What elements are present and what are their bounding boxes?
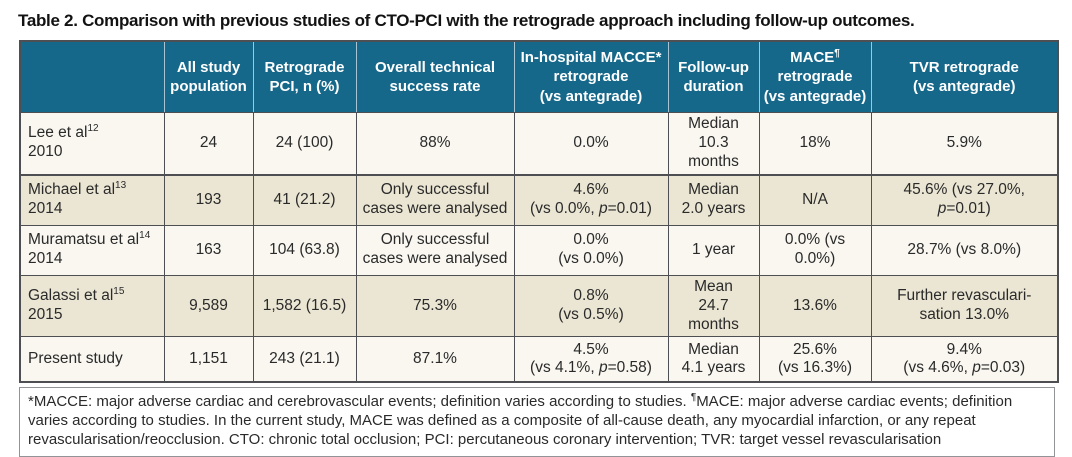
cell-follow-up-duration: Median 10.3 months: [667, 111, 760, 176]
header-follow-up-duration: Follow-up duration: [668, 41, 760, 113]
header-mace: MACE¶ retrograde (vs antegrade): [759, 41, 872, 113]
cell-in-hospital-macce: 0.8% (vs 0.5%): [513, 274, 669, 338]
cell-retrograde-pci: 1,582 (16.5): [252, 274, 357, 338]
cell-all-study-population: 163: [163, 224, 254, 276]
table-row-present-study: Present study 1,151 243 (21.1) 87.1% 4.5…: [19, 336, 1059, 383]
cell-in-hospital-macce: 0.0% (vs 0.0%): [513, 224, 669, 276]
cell-follow-up-duration: Mean 24.7 months: [667, 274, 760, 338]
cell-all-study-population: 24: [163, 111, 254, 176]
cell-study: Muramatsu et al14 2014: [19, 224, 165, 276]
cell-retrograde-pci: 104 (63.8): [252, 224, 357, 276]
cell-tvr: 9.4% (vs 4.6%, p=0.03): [870, 336, 1059, 383]
cell-technical-success: 75.3%: [355, 274, 515, 338]
cell-study: Galassi et al15 2015: [19, 274, 165, 338]
cell-all-study-population: 1,151: [163, 336, 254, 383]
cell-mace: 13.6%: [758, 274, 872, 338]
header-all-study-population: All study population: [164, 41, 254, 113]
cell-tvr: 28.7% (vs 8.0%): [870, 224, 1059, 276]
cell-retrograde-pci: 24 (100): [252, 111, 357, 176]
cell-retrograde-pci: 41 (21.2): [252, 174, 357, 226]
cell-tvr: 45.6% (vs 27.0%, p=0.01): [870, 174, 1059, 226]
cell-follow-up-duration: Median 4.1 years: [667, 336, 760, 383]
cell-study: Michael et al13 2014: [19, 174, 165, 226]
cell-technical-success: 88%: [355, 111, 515, 176]
cell-mace: 25.6% (vs 16.3%): [758, 336, 872, 383]
cell-tvr: 5.9%: [870, 111, 1059, 176]
table-footnote: *MACCE: major adverse cardiac and cerebr…: [19, 387, 1055, 457]
cell-mace: N/A: [758, 174, 872, 226]
cell-all-study-population: 193: [163, 174, 254, 226]
cell-mace: 0.0% (vs 0.0%): [758, 224, 872, 276]
cell-all-study-population: 9,589: [163, 274, 254, 338]
cell-follow-up-duration: 1 year: [667, 224, 760, 276]
cell-study: Lee et al12 2010: [19, 111, 165, 176]
header-in-hospital-macce: In-hospital MACCE* retrograde (vs antegrad…: [514, 41, 669, 113]
cell-in-hospital-macce: 0.0%: [513, 111, 669, 176]
comparison-table: All study population Retrograde PCI, n (%)…: [19, 40, 1059, 384]
cell-follow-up-duration: Median 2.0 years: [667, 174, 760, 226]
cell-tvr: Further revasculari-sation 13.0%: [870, 274, 1059, 338]
table-row-michael-2014: Michael et al13 2014 193 41 (21.2) Only s…: [19, 174, 1059, 226]
cell-in-hospital-macce: 4.5% (vs 4.1%, p=0.58): [513, 336, 669, 383]
header-study-column: [20, 41, 165, 113]
header-row: All study population Retrograde PCI, n (%)…: [20, 41, 1058, 113]
cell-technical-success: 87.1%: [355, 336, 515, 383]
cell-in-hospital-macce: 4.6% (vs 0.0%, p=0.01): [513, 174, 669, 226]
header-retrograde-pci: Retrograde PCI, n (%): [253, 41, 357, 113]
cell-technical-success: Only successful cases were analysed: [355, 174, 515, 226]
cell-mace: 18%: [758, 111, 872, 176]
cell-retrograde-pci: 243 (21.1): [252, 336, 357, 383]
table-row-lee-2010: Lee et al12 2010 24 24 (100) 88% 0.0% Med…: [19, 111, 1059, 176]
table-row-muramatsu-2014: Muramatsu et al14 2014 163 104 (63.8) Onl…: [19, 224, 1059, 276]
header-tvr: TVR retrograde (vs antegrade): [871, 41, 1058, 113]
table-row-galassi-2015: Galassi et al15 2015 9,589 1,582 (16.5) 7…: [19, 274, 1059, 338]
cell-technical-success: Only successful cases were analysed: [355, 224, 515, 276]
table-caption: Table 2. Comparison with previous studie…: [18, 11, 915, 30]
header-technical-success: Overall technical success rate: [356, 41, 515, 113]
cell-study: Present study: [19, 336, 165, 383]
